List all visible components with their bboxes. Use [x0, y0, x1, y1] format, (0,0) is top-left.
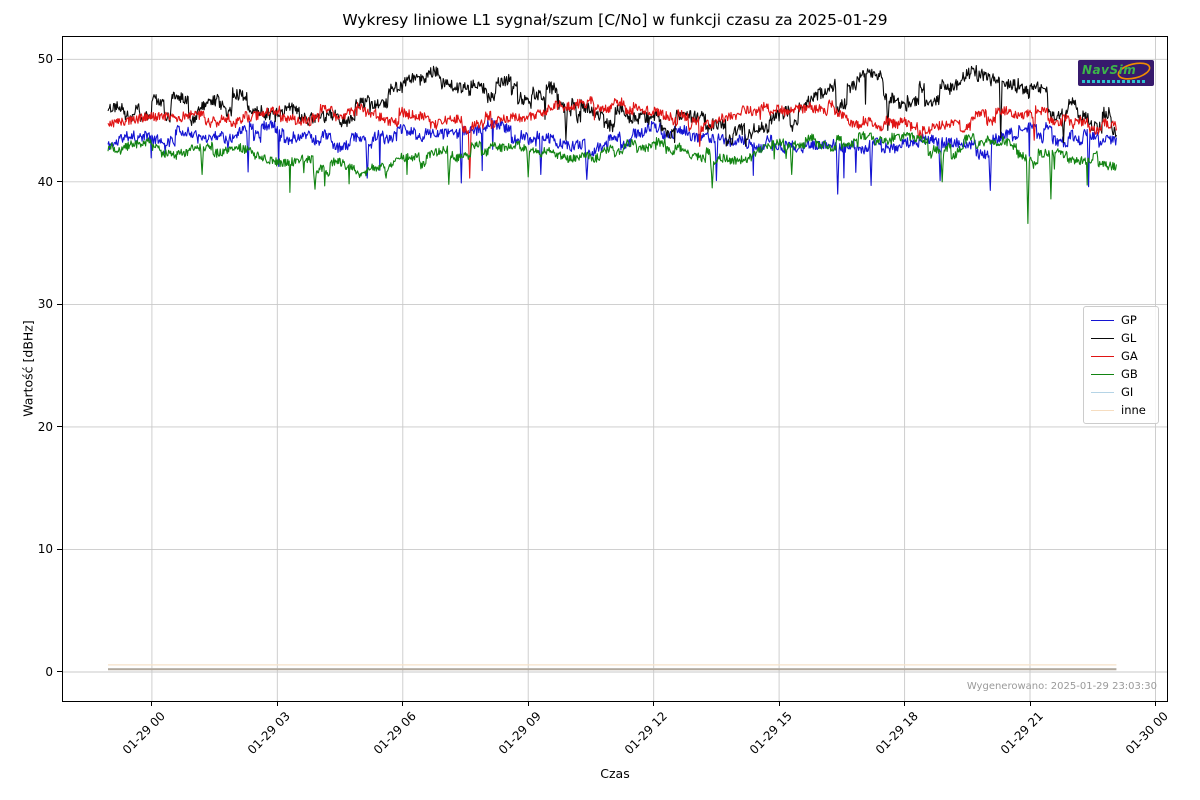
legend-line-sample: [1091, 409, 1114, 411]
y-tick-label: 0: [45, 664, 53, 679]
x-tick-label: 01-30 00: [1123, 709, 1172, 758]
y-tick-label: 40: [37, 174, 53, 189]
legend-entry-GA: GA: [1091, 348, 1151, 364]
x-tick-mark: [402, 702, 404, 706]
series-line-GA: [107, 96, 1117, 179]
y-tick-mark: [57, 303, 62, 305]
x-tick-label: 01-29 21: [997, 709, 1046, 758]
legend-entry-inne: inne: [1091, 402, 1151, 418]
x-tick-mark: [904, 702, 906, 706]
legend: GP GL GA GB GI inne: [1083, 306, 1159, 424]
legend-entry-GB: GB: [1091, 366, 1151, 382]
logo-text: NavSim: [1082, 63, 1137, 77]
x-tick-mark: [151, 702, 153, 706]
x-tick-label: 01-29 18: [872, 709, 921, 758]
y-tick-label: 30: [37, 297, 53, 312]
x-tick-label: 01-29 09: [496, 709, 545, 758]
x-tick-label: 01-29 00: [119, 709, 168, 758]
chart-title: Wykresy liniowe L1 sygnał/szum [C/No] w …: [342, 11, 888, 29]
legend-label: inne: [1121, 403, 1146, 417]
legend-line-sample: [1091, 355, 1114, 357]
x-tick-label: 01-29 03: [245, 709, 294, 758]
legend-label: GI: [1121, 385, 1134, 399]
legend-label: GP: [1121, 313, 1137, 327]
series-line-GB: [107, 131, 1117, 225]
y-tick-label: 20: [37, 419, 53, 434]
legend-entry-GP: GP: [1091, 312, 1151, 328]
series-line-GP: [107, 118, 1117, 195]
legend-entry-GL: GL: [1091, 330, 1151, 346]
legend-label: GL: [1121, 331, 1137, 345]
legend-line-sample: [1091, 391, 1114, 393]
y-tick-label: 10: [37, 542, 53, 557]
plot-border: [62, 36, 1168, 702]
y-axis-label: Wartość [dBHz]: [20, 320, 36, 417]
x-tick-mark: [527, 702, 529, 706]
y-tick-mark: [57, 58, 62, 60]
legend-line-sample: [1091, 373, 1114, 375]
y-tick-mark: [57, 426, 62, 428]
x-tick-label: 01-29 06: [370, 709, 419, 758]
x-tick-mark: [653, 702, 655, 706]
logo-subtext: [1082, 80, 1146, 83]
y-tick-mark: [57, 181, 62, 183]
x-tick-mark: [1029, 702, 1031, 706]
plot-canvas: [62, 36, 1168, 702]
navsim-logo: NavSim: [1078, 60, 1154, 86]
logo-swoosh-icon: [1117, 62, 1151, 80]
x-tick-label: 01-29 12: [621, 709, 670, 758]
legend-label: GA: [1121, 349, 1138, 363]
legend-label: GB: [1121, 367, 1138, 381]
legend-entry-GI: GI: [1091, 384, 1151, 400]
x-tick-label: 01-29 15: [746, 709, 796, 758]
generated-timestamp: Wygenerowano: 2025-01-29 23:03:30: [966, 681, 1157, 692]
x-tick-mark: [276, 702, 278, 706]
x-tick-mark: [778, 702, 780, 706]
y-tick-mark: [57, 671, 62, 673]
series-line-GL: [107, 64, 1117, 147]
legend-line-sample: [1091, 337, 1114, 339]
y-tick-label: 50: [37, 52, 53, 67]
x-tick-mark: [1154, 702, 1156, 706]
x-axis-label: Czas: [600, 766, 630, 781]
y-tick-mark: [57, 548, 62, 550]
legend-line-sample: [1091, 319, 1114, 321]
